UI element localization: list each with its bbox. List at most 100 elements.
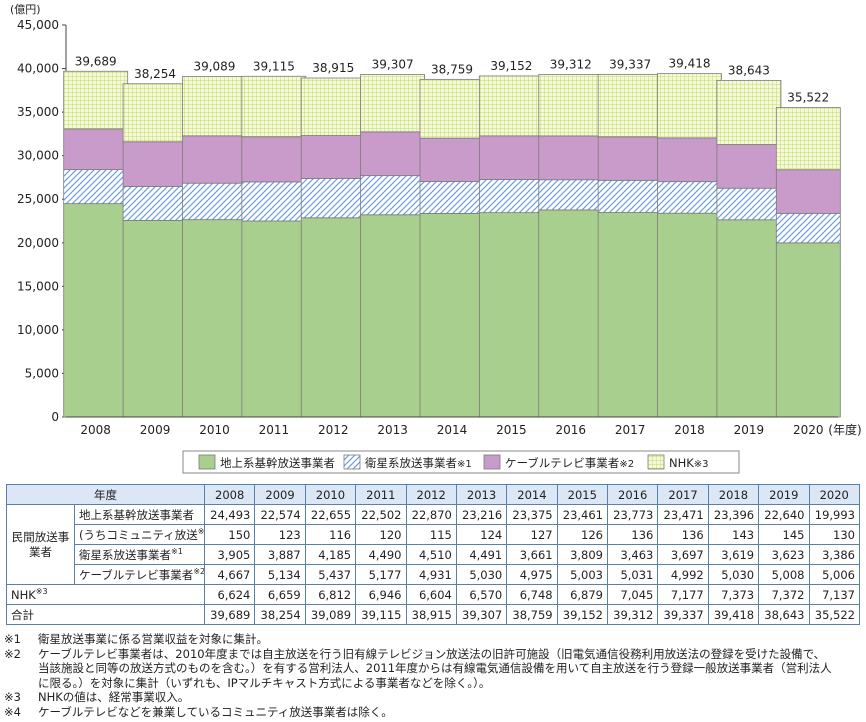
table-cell: 39,307 xyxy=(455,604,508,625)
footnote-text: 衛星放送事業に係る営業収益を対象に集計。 xyxy=(38,632,268,646)
bar-segment-1 xyxy=(182,219,247,418)
legend-series-name: NHK xyxy=(669,456,694,470)
table-cell: 4,992 xyxy=(657,564,709,585)
table-cell: 38,254 xyxy=(254,604,306,625)
table-cell: 22,640 xyxy=(758,504,810,525)
table-cell: 39,337 xyxy=(657,604,709,625)
bar-segment-4 xyxy=(538,74,604,137)
table-header-year: 2017 xyxy=(657,484,709,505)
table-cell: 4,931 xyxy=(405,564,457,585)
bar-total-label: 39,689 xyxy=(75,54,117,68)
bar-segment-1 xyxy=(241,220,307,418)
table-row: NHK※3 6,624 6,659 6,812 6,946 6,604 6,570 6,748… xyxy=(6,584,860,605)
legend-series-note: ※2 xyxy=(619,459,634,470)
x-tick-label: 2014 xyxy=(437,423,468,437)
bar-segment-4 xyxy=(478,75,544,137)
bar-segment-2 xyxy=(300,178,366,219)
table-cell: 6,812 xyxy=(304,584,357,605)
table-header-year: 2011 xyxy=(355,484,407,505)
table-cell: 6,659 xyxy=(254,584,306,605)
table-cell: 6,604 xyxy=(405,584,457,605)
bar-segment-3 xyxy=(241,136,307,183)
table-cell: 23,773 xyxy=(606,504,659,525)
bar-segment-3 xyxy=(775,169,841,214)
x-tick-label: 2012 xyxy=(318,423,349,437)
table-cell: 6,879 xyxy=(556,584,609,605)
x-axis-unit-label: (年度) xyxy=(828,422,861,437)
row-label-note: ※2 xyxy=(193,566,205,576)
bar-segment-2 xyxy=(538,179,604,211)
table-header-year: 2009 xyxy=(254,484,306,505)
stacked-bar-chart: (億円) 0 5,000 10,000 15,000 20,000 25,000 30,00… xyxy=(10,3,862,474)
table-cell: 23,375 xyxy=(506,504,558,525)
bar-segment-1 xyxy=(419,212,485,418)
table-cell: 120 xyxy=(355,524,407,545)
bar-segment-3 xyxy=(597,136,663,181)
table-cell: 4,490 xyxy=(355,544,407,565)
bar-segment-1 xyxy=(775,242,841,418)
bar-segment-4 xyxy=(63,70,129,130)
table-cell: 3,463 xyxy=(606,544,659,565)
legend-series-note: ※3 xyxy=(694,459,709,470)
table-cell: 7,373 xyxy=(707,584,760,605)
table-cell: 4,975 xyxy=(506,564,558,585)
bar-segment-2 xyxy=(360,175,426,216)
table-cell: 22,870 xyxy=(405,504,457,525)
table-cell: 24,493 xyxy=(203,504,256,525)
table-cell: 23,461 xyxy=(556,504,609,525)
bar-segment-2 xyxy=(419,181,485,214)
table-cell: 126 xyxy=(556,524,609,545)
table-cell: 35,522 xyxy=(808,604,860,625)
table-cell: 143 xyxy=(707,524,760,545)
legend-series-name: 衛星系放送事業者 xyxy=(365,456,457,470)
table-header-label: 年度 xyxy=(6,484,205,505)
legend-series-name: 地上系基幹放送事業者 xyxy=(220,456,335,470)
y-tick-label: 15,000 xyxy=(17,279,59,293)
table-row: ケーブルテレビ事業者※2 4,667 5,134 5,437 5,177 4,931 5,0… xyxy=(7,564,860,585)
table-cell: 7,177 xyxy=(657,584,709,605)
bars: 39,689 38,254 39,089 39,115 38,915 39,307 38,7… xyxy=(63,54,841,418)
bar-segment-1 xyxy=(716,219,782,418)
bar-segment-4 xyxy=(182,76,247,137)
table-row: 合計 39,689 38,254 39,089 39,115 38,915 39,307 38… xyxy=(6,604,860,625)
legend-swatch-2 xyxy=(343,454,361,470)
bar-segment-4 xyxy=(657,73,722,139)
row-label-text: 地上系基幹放送事業者 xyxy=(79,507,194,522)
row-label-text: 衛星系放送事業者 xyxy=(79,547,171,562)
table-cell: 7,045 xyxy=(606,584,659,605)
x-tick-label: 2020 xyxy=(793,423,824,437)
table-header-row: 年度 2008 2009 2010 2011 2012 2013 2014 2015 2016 20… xyxy=(6,484,860,505)
y-tick-label: 30,000 xyxy=(17,149,59,163)
y-tick-label: 5,000 xyxy=(25,366,59,380)
legend: 地上系基幹放送事業者 衛星系放送事業者※1 ケーブルテレビ事業者※2 NHK※3 xyxy=(182,450,740,474)
table-cell: 124 xyxy=(455,524,508,545)
table-cell: 22,502 xyxy=(355,504,407,525)
y-axis: 0 5,000 10,000 15,000 20,000 25,000 30,000 35,0… xyxy=(17,18,67,424)
table-cell: 39,115 xyxy=(355,604,407,625)
bar-segment-3 xyxy=(182,135,247,184)
x-tick-label: 2010 xyxy=(199,423,230,437)
bar-segment-3 xyxy=(478,135,544,180)
table-row: 民間放送事業者 地上系基幹放送事業者 24,493 22,574 22,655 22,50… xyxy=(6,504,860,585)
y-tick-label: 35,000 xyxy=(17,105,59,119)
footnote: ※1 衛星放送事業に係る営業収益を対象に集計。 xyxy=(4,632,862,647)
table-header-year: 2008 xyxy=(203,484,256,505)
bar-segment-1 xyxy=(300,217,366,418)
bar-segment-3 xyxy=(538,135,604,181)
legend-swatch-3 xyxy=(483,454,501,470)
bar-total-label: 39,115 xyxy=(253,59,295,73)
table-cell: 39,089 xyxy=(304,604,357,625)
x-tick-label: 2018 xyxy=(674,423,705,437)
table-cell: 3,386 xyxy=(808,544,860,565)
table-cell: 4,185 xyxy=(304,544,357,565)
row-label-text: (うちコミュニティ放送 xyxy=(79,527,198,542)
table-cell: 3,661 xyxy=(506,544,558,565)
bar-segment-3 xyxy=(419,137,485,182)
y-tick-label: 0 xyxy=(51,410,59,424)
table-cell: 150 xyxy=(203,524,256,545)
table-cell: 4,667 xyxy=(203,564,256,585)
footnote-mark: ※3 xyxy=(4,690,21,705)
table-group-label: 民間放送事業者 xyxy=(6,504,75,585)
table-row: (うちコミュニティ放送※4)15012311612011512412712613… xyxy=(7,524,860,545)
bar-total-label: 35,522 xyxy=(787,91,829,105)
